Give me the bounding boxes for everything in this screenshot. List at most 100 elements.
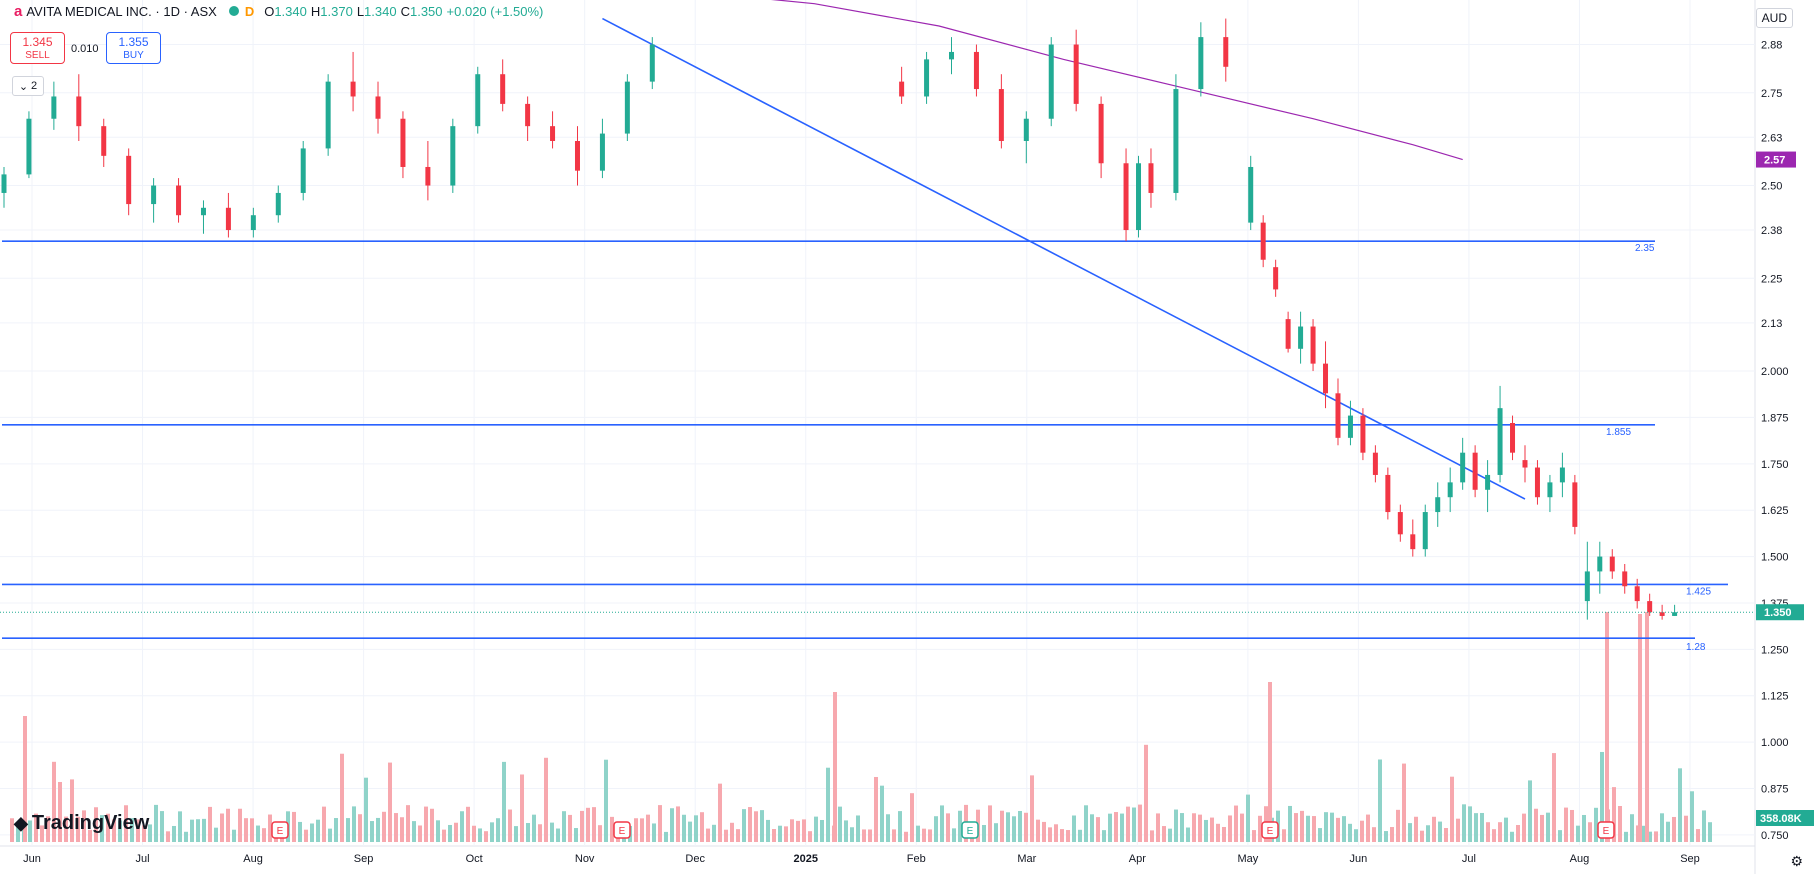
y-tick-label: 2.75	[1761, 88, 1782, 100]
candle-body	[1547, 482, 1553, 498]
y-tick-label: 1.625	[1761, 505, 1789, 517]
volume-bar	[118, 820, 122, 842]
volume-bar	[820, 819, 824, 842]
candle-body	[101, 126, 107, 156]
candle-body	[1622, 571, 1628, 587]
x-tick-label: Aug	[1570, 853, 1590, 865]
volume-bar	[1372, 827, 1376, 842]
volume-bar	[376, 817, 380, 842]
volume-bar	[724, 829, 728, 842]
y-tick-label: 1.250	[1761, 644, 1789, 656]
volume-bar	[382, 811, 386, 842]
volume-bar	[16, 825, 20, 842]
volume-bar	[112, 819, 116, 842]
volume-bar	[1534, 808, 1538, 842]
volume-bar	[334, 818, 338, 842]
volume-bar	[484, 831, 488, 842]
market-open-icon	[228, 6, 239, 16]
volume-label: 358.08K	[1760, 813, 1802, 825]
volume-bar	[1438, 821, 1442, 842]
volume-bar	[28, 820, 32, 842]
volume-bar	[1210, 817, 1214, 842]
candle-body	[51, 96, 57, 119]
y-tick-label: 2.63	[1761, 132, 1782, 144]
candle-body	[1023, 118, 1029, 141]
indicator-toggle-button[interactable]: ⌄ 2	[12, 76, 44, 96]
volume-bar	[868, 829, 872, 842]
volume-bar	[418, 825, 422, 842]
x-tick-label: Jun	[23, 853, 41, 865]
volume-bar	[250, 818, 254, 842]
buy-button[interactable]: 1.355 BUY	[106, 32, 161, 64]
volume-bar	[1426, 825, 1430, 842]
level-label: 1.425	[1686, 586, 1711, 597]
volume-bar	[1498, 822, 1502, 842]
symbol-logo-icon: a	[14, 2, 23, 20]
volume-bar	[1558, 830, 1562, 842]
volume-bar	[448, 824, 452, 842]
x-tick-label: Aug	[243, 853, 263, 865]
volume-bar	[1444, 828, 1448, 842]
volume-bar	[1036, 819, 1040, 842]
volume-bar	[1678, 768, 1682, 842]
volume-bar	[106, 813, 110, 842]
volume-bar	[172, 825, 176, 842]
tradingview-logo[interactable]: ◆ TradingView	[14, 812, 149, 835]
volume-bar	[1268, 682, 1272, 842]
volume-bar	[1384, 831, 1388, 842]
ma-value-tag	[1756, 151, 1796, 168]
volume-bar	[322, 806, 326, 842]
volume-bar	[1420, 830, 1424, 842]
volume-bar	[1708, 822, 1712, 842]
volume-bar	[934, 816, 938, 842]
buy-label: BUY	[123, 50, 144, 61]
volume-bar	[1138, 804, 1142, 842]
earnings-marker-label: E	[619, 826, 626, 837]
candle-body	[176, 185, 182, 216]
candle-body	[1273, 267, 1279, 290]
candle-body	[1435, 497, 1441, 513]
symbol-title[interactable]: AVITA MEDICAL INC. · 1D · ASX	[26, 3, 217, 19]
candle-body	[1285, 319, 1291, 349]
volume-bar	[658, 805, 662, 842]
volume-bar	[1330, 812, 1334, 842]
volume-bar	[76, 816, 80, 842]
candle-body	[26, 118, 32, 175]
sell-button[interactable]: 1.345 SELL	[10, 32, 65, 64]
candle-body	[1472, 452, 1478, 490]
volume-bar	[833, 692, 837, 842]
candle-body	[1173, 89, 1179, 193]
candle-body	[350, 81, 356, 97]
volume-bar	[1612, 787, 1616, 842]
candle-body	[325, 81, 331, 149]
y-tick-label: 1.125	[1761, 691, 1789, 703]
volume-bar	[844, 820, 848, 842]
x-tick-label: 2025	[793, 853, 817, 865]
volume-bar	[1342, 816, 1346, 842]
volume-bar	[772, 829, 776, 842]
volume-bar	[166, 831, 170, 842]
volume-bar	[1642, 825, 1646, 842]
volume-bar	[1024, 812, 1028, 842]
volume-bar	[748, 807, 752, 842]
candle-body	[1659, 612, 1665, 616]
volume-bar	[178, 811, 182, 842]
gear-icon[interactable]: ⚙	[1790, 853, 1803, 869]
volume-bar	[370, 821, 374, 842]
volume-bar	[1432, 816, 1436, 842]
volume-bar	[1396, 809, 1400, 842]
candle-body	[1510, 423, 1516, 453]
volume-bar	[190, 819, 194, 842]
earnings-marker-label: E	[277, 826, 284, 837]
volume-bar	[310, 823, 314, 842]
volume-bar	[808, 831, 812, 842]
volume-bar	[1378, 759, 1382, 842]
volume-bar	[1072, 815, 1076, 842]
currency-selector[interactable]: AUD	[1755, 8, 1793, 28]
x-tick-label: Nov	[575, 853, 595, 865]
y-tick-label: 2.88	[1761, 40, 1782, 52]
volume-bar	[1240, 813, 1244, 842]
volume-bar	[706, 828, 710, 842]
volume-bar	[454, 822, 458, 842]
